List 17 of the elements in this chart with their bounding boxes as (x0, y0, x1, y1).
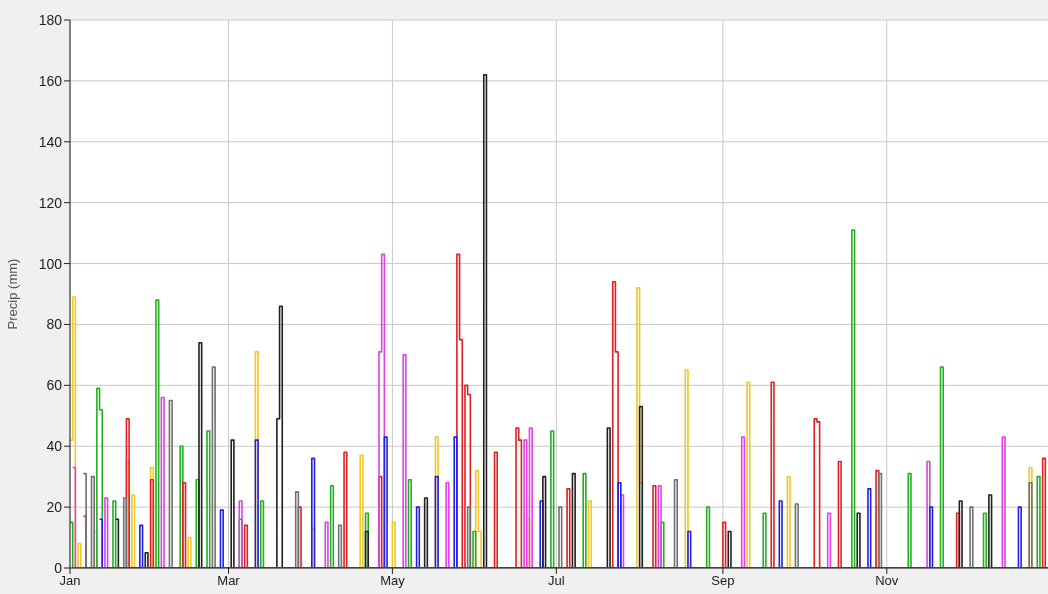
y-tick-label: 40 (46, 438, 63, 455)
y-tick-label: 100 (38, 255, 63, 272)
y-tick-label: 180 (38, 11, 63, 28)
x-tick-label: Jul (548, 573, 565, 589)
y-tick-label: 60 (46, 377, 63, 394)
x-tick-label: Sep (711, 573, 735, 589)
x-tick-label: May (380, 573, 406, 589)
y-tick-label: 120 (38, 194, 63, 211)
x-tick-label: Jan (59, 573, 81, 589)
y-tick-label: 80 (46, 316, 63, 333)
y-tick-label: 160 (38, 72, 63, 89)
x-tick-label: Mar (217, 573, 241, 589)
y-tick-label: 140 (38, 133, 63, 150)
y-axis-title: Precip (mm) (4, 258, 20, 330)
y-tick-label: 0 (54, 559, 63, 576)
y-tick-label: 20 (46, 499, 63, 516)
x-tick-label: Nov (875, 573, 899, 589)
